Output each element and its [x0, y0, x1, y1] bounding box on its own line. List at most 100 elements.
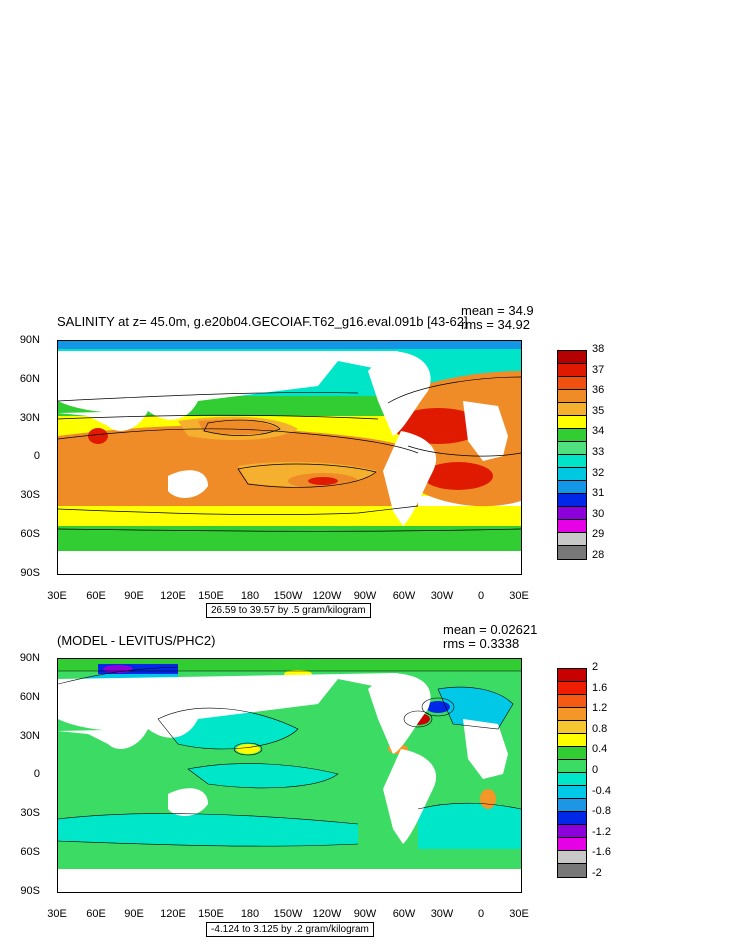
colorbar-swatch [558, 520, 586, 533]
top-xlabel: 30E [47, 590, 67, 602]
bottom-mean: mean = 0.02621 [443, 622, 538, 637]
colorbar-swatch [558, 838, 586, 851]
bottom-ylabel: 60N [19, 691, 40, 703]
top-colorbar [557, 350, 587, 560]
colorbar-label: 33 [592, 446, 605, 458]
top-ylabel: 90S [20, 567, 40, 579]
colorbar-swatch [558, 695, 586, 708]
colorbar-label: 31 [592, 487, 605, 500]
colorbar-label: 32 [592, 466, 605, 479]
colorbar-swatch [558, 546, 586, 559]
colorbar-swatch [558, 734, 586, 747]
top-xlabel: 0 [477, 590, 485, 602]
top-xlabel: 120E [160, 590, 186, 602]
top-ylabel: 90N [19, 334, 40, 346]
bottom-xlabel: 30E [47, 908, 67, 920]
colorbar-swatch [558, 416, 586, 429]
bottom-xlabel: 150E [198, 908, 224, 920]
bottom-xlabel: 60E [86, 908, 106, 920]
top-ylabel: 60N [19, 373, 40, 385]
colorbar-swatch [558, 864, 586, 877]
colorbar-swatch [558, 390, 586, 403]
colorbar-label: 0.4 [592, 743, 608, 756]
colorbar-label: 0.8 [592, 722, 608, 735]
colorbar-label: -0.8 [592, 805, 611, 818]
bottom-xlabel: 120W [312, 908, 342, 920]
colorbar-label: 0 [592, 764, 599, 776]
top-range-label: 26.59 to 39.57 by .5 gram/kilogram [206, 603, 371, 618]
colorbar-swatch [558, 377, 586, 390]
top-title: SALINITY at z= 45.0m, g.e20b04.GECOIAF.T… [57, 314, 468, 329]
colorbar-label: -0.4 [592, 784, 611, 797]
top-xlabel: 150W [273, 590, 303, 602]
colorbar-swatch [558, 494, 586, 507]
colorbar-swatch [558, 773, 586, 786]
colorbar-swatch [558, 429, 586, 442]
colorbar-swatch [558, 786, 586, 799]
bottom-ylabel: 0 [33, 768, 40, 780]
colorbar-swatch [558, 851, 586, 864]
colorbar-swatch [558, 669, 586, 682]
colorbar-label: -1.2 [592, 825, 611, 838]
colorbar-swatch [558, 364, 586, 377]
bottom-ylabel: 90N [19, 652, 40, 664]
top-xlabel: 60E [86, 590, 106, 602]
colorbar-label: 35 [592, 404, 605, 417]
colorbar-swatch [558, 481, 586, 494]
bottom-xlabel: 0 [477, 908, 485, 920]
colorbar-label: 37 [592, 363, 605, 376]
top-ylabel: 60S [20, 528, 40, 540]
colorbar-swatch [558, 812, 586, 825]
top-mean: mean = 34.9 [461, 303, 534, 318]
bottom-xlabel: 60W [392, 908, 416, 920]
top-xlabel: 60W [392, 590, 416, 602]
top-ylabel: 0 [33, 450, 40, 462]
colorbar-swatch [558, 747, 586, 760]
colorbar-label: 29 [592, 528, 605, 541]
colorbar-swatch [558, 442, 586, 455]
top-xlabel: 90W [353, 590, 377, 602]
colorbar-swatch [558, 351, 586, 364]
colorbar-label: 36 [592, 384, 605, 397]
top-xlabel: 120W [312, 590, 342, 602]
bottom-ylabel: 90S [20, 885, 40, 897]
colorbar-label: 2 [592, 661, 599, 673]
colorbar-label: 30 [592, 507, 605, 520]
top-xlabel: 90E [124, 590, 144, 602]
bottom-xlabel: 90W [353, 908, 377, 920]
colorbar-swatch [558, 468, 586, 481]
bottom-ylabel: 30N [19, 730, 40, 742]
top-rms: rms = 34.92 [461, 317, 531, 332]
bottom-xlabel: 120E [160, 908, 186, 920]
bottom-xlabel: 30W [430, 908, 454, 920]
colorbar-label: -2 [592, 867, 602, 879]
colorbar-label: 1.2 [592, 702, 608, 715]
colorbar-label: -1.6 [592, 846, 611, 859]
colorbar-label: 28 [592, 549, 605, 561]
top-xlabel: 150E [198, 590, 224, 602]
colorbar-swatch [558, 721, 586, 734]
colorbar-label: 38 [592, 343, 605, 355]
bottom-colorbar [557, 668, 587, 878]
bottom-title: (MODEL - LEVITUS/PHC2) [57, 633, 216, 648]
bottom-ylabel: 60S [20, 846, 40, 858]
colorbar-swatch [558, 760, 586, 773]
bottom-rms: rms = 0.3338 [443, 636, 520, 651]
top-map [57, 340, 522, 575]
bottom-xlabel: 180 [240, 908, 260, 920]
colorbar-swatch [558, 533, 586, 546]
colorbar-swatch [558, 708, 586, 721]
bottom-ylabel: 30S [20, 807, 40, 819]
top-ylabel: 30S [20, 489, 40, 501]
colorbar-swatch [558, 682, 586, 695]
top-xlabel: 30E [509, 590, 529, 602]
colorbar-label: 1.6 [592, 681, 608, 694]
bottom-map [57, 658, 522, 893]
bottom-map-field [58, 659, 521, 892]
top-map-field [58, 341, 521, 574]
colorbar-swatch [558, 507, 586, 520]
bottom-range-label: -4.124 to 3.125 by .2 gram/kilogram [206, 922, 374, 937]
colorbar-swatch [558, 455, 586, 468]
bottom-xlabel: 30E [509, 908, 529, 920]
colorbar-label: 34 [592, 425, 605, 438]
